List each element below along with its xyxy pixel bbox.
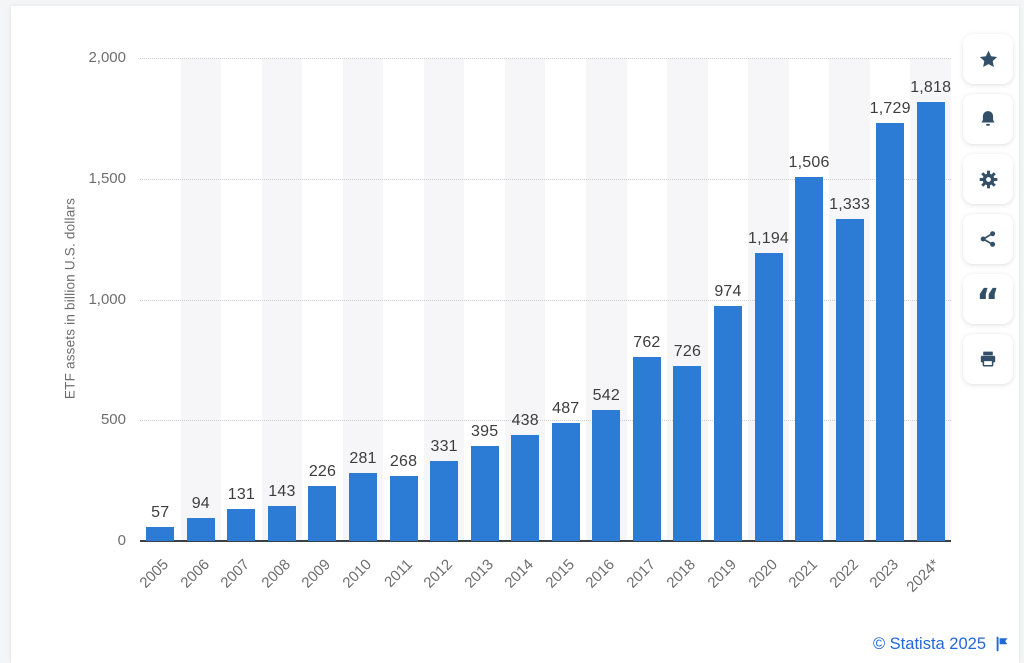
bar-value-label: 487	[552, 400, 580, 418]
bar[interactable]	[349, 473, 378, 541]
bar-value-label: 143	[268, 483, 296, 501]
bar[interactable]	[632, 356, 661, 541]
bar[interactable]	[795, 177, 824, 541]
favorite-button[interactable]	[963, 34, 1013, 84]
bar[interactable]	[227, 509, 256, 541]
bar[interactable]	[389, 476, 418, 541]
bar[interactable]	[430, 461, 459, 541]
statista-link[interactable]: © Statista 2025	[872, 634, 986, 653]
bar-value-label: 1,818	[910, 78, 952, 96]
bar-value-label: 1,333	[829, 196, 871, 214]
bar-value-label: 331	[430, 438, 458, 456]
bar[interactable]	[186, 518, 215, 541]
bar-value-label: 281	[349, 450, 377, 468]
bar[interactable]	[267, 506, 296, 541]
x-axis-line	[140, 540, 951, 542]
share-icon	[980, 231, 996, 247]
bar-value-label: 1,729	[869, 100, 911, 118]
bar[interactable]	[916, 101, 945, 541]
star-icon	[979, 50, 997, 67]
bar[interactable]	[146, 527, 175, 541]
gridline	[140, 420, 951, 422]
bar-value-label: 1,194	[747, 229, 790, 247]
y-tick-label: 2,000	[88, 49, 126, 66]
bar[interactable]	[551, 423, 580, 541]
flag-icon[interactable]	[995, 636, 1010, 652]
bar-value-label: 542	[592, 387, 620, 405]
bar-value-label: 226	[308, 463, 337, 481]
bar[interactable]	[835, 219, 864, 541]
settings-button[interactable]	[963, 154, 1013, 204]
cite-button[interactable]: “	[963, 274, 1013, 324]
bar[interactable]	[470, 445, 499, 541]
share-button[interactable]	[963, 214, 1013, 264]
bar-value-label: 726	[673, 342, 702, 360]
bar-value-label: 268	[389, 453, 418, 471]
bar-value-label: 131	[227, 486, 256, 504]
y-tick-label: 0	[117, 532, 126, 549]
bar[interactable]	[592, 410, 621, 541]
bar-value-label: 57	[151, 504, 170, 522]
bar-value-label: 395	[471, 422, 499, 440]
bar[interactable]	[308, 486, 337, 541]
attribution: © Statista 2025	[873, 632, 1010, 656]
bar[interactable]	[754, 252, 783, 541]
bar-value-label: 762	[633, 333, 661, 351]
y-tick-label: 1,000	[88, 290, 126, 308]
bell-icon	[981, 111, 995, 126]
gridline	[140, 299, 951, 301]
bar-value-label: 94	[191, 495, 210, 513]
bar[interactable]	[673, 365, 702, 541]
y-tick-label: 1,500	[88, 169, 126, 187]
printer-icon	[980, 351, 996, 367]
gear-icon	[979, 170, 997, 188]
print-button[interactable]	[963, 334, 1013, 384]
gridline	[140, 178, 951, 180]
plot-area: 57 94 131 143 226 281 268 331 395 438 487 542 762 726…	[140, 58, 951, 542]
gridline	[140, 58, 951, 59]
y-tick-label: 500	[100, 411, 126, 429]
bar[interactable]	[713, 305, 742, 541]
notifications-button[interactable]	[963, 94, 1013, 144]
bar[interactable]	[876, 123, 905, 541]
quote-icon: “	[976, 282, 1000, 323]
bar-value-label: 974	[714, 282, 742, 300]
bar-value-label: 1,506	[788, 154, 830, 172]
bar[interactable]	[511, 435, 540, 541]
bar-value-label: 438	[511, 412, 539, 430]
